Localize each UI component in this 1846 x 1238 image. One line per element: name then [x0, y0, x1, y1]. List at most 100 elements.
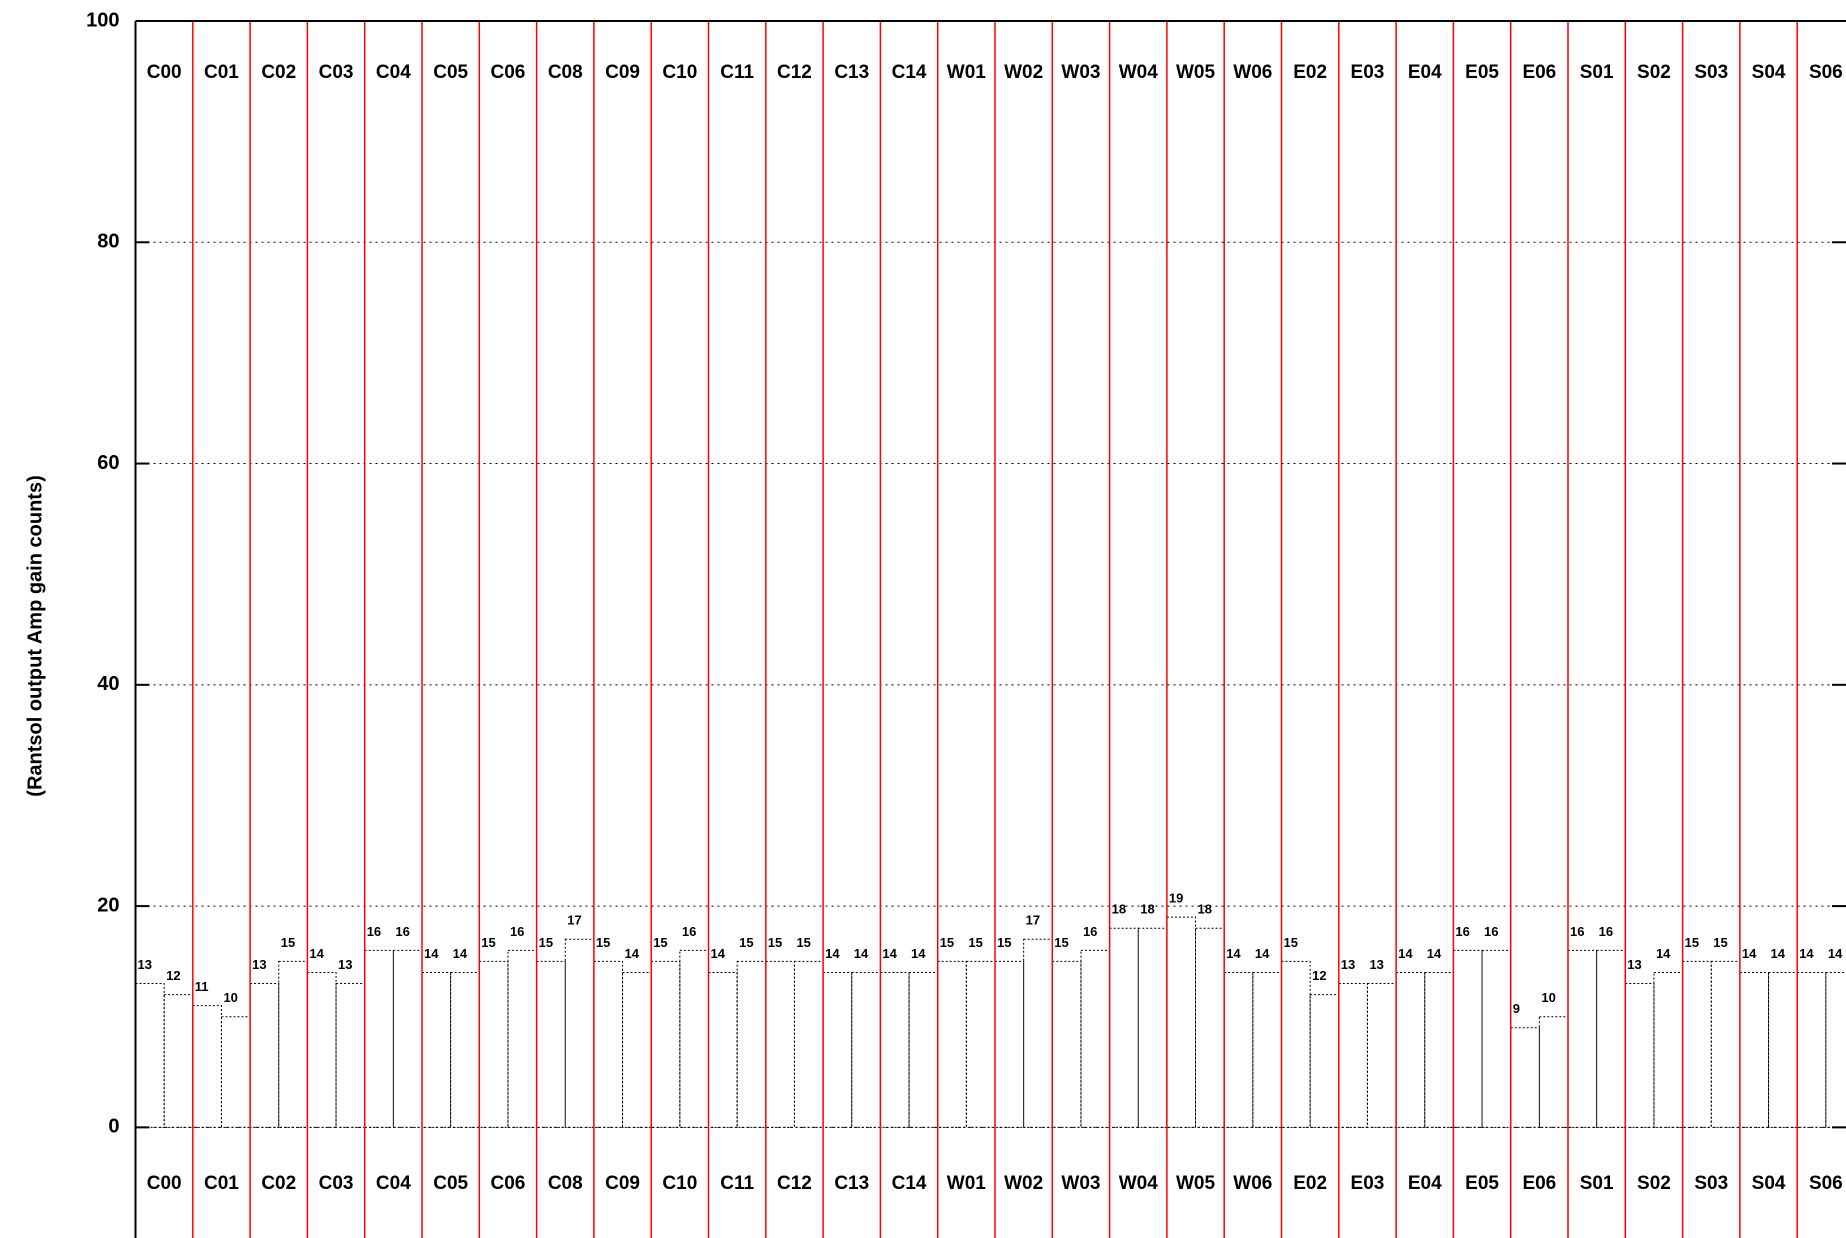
- value-label: 15: [1054, 935, 1068, 950]
- x-tick-label: C00: [147, 62, 182, 83]
- value-label: 13: [1341, 957, 1355, 972]
- x-tick-label: W06: [1233, 62, 1272, 83]
- bar: [163, 994, 194, 1128]
- x-tick-label: C05: [433, 1173, 468, 1194]
- bar: [622, 971, 652, 1128]
- value-label: 15: [281, 935, 295, 950]
- x-tick-label: S04: [1752, 62, 1786, 83]
- value-label: 15: [940, 935, 954, 950]
- value-label: 13: [1369, 957, 1383, 972]
- bar: [478, 960, 509, 1128]
- bar: [1137, 927, 1168, 1128]
- value-label: 10: [223, 990, 237, 1005]
- x-tick-label: C01: [204, 62, 239, 83]
- x-tick-label: C02: [261, 1173, 296, 1194]
- y-tick-label: 80: [97, 231, 119, 253]
- x-tick-label: W03: [1061, 1173, 1100, 1194]
- bar: [421, 971, 452, 1128]
- x-tick-label: E04: [1408, 62, 1442, 83]
- x-tick-label: W01: [947, 1173, 987, 1194]
- x-tick-label: S02: [1637, 62, 1671, 83]
- value-label: 16: [1484, 924, 1498, 939]
- x-tick-label: C11: [720, 1173, 754, 1194]
- x-tick-label: C05: [433, 62, 468, 83]
- bar: [1281, 960, 1311, 1128]
- value-label: 13: [1627, 957, 1641, 972]
- value-label: 18: [1112, 902, 1126, 917]
- bar: [965, 960, 996, 1128]
- value-label: 16: [682, 924, 696, 939]
- bar: [879, 971, 910, 1128]
- bar: [908, 971, 939, 1128]
- value-label: 13: [138, 957, 152, 972]
- x-tick-label: E05: [1465, 1173, 1499, 1194]
- x-tick-label: W02: [1004, 1173, 1043, 1194]
- bar: [1223, 971, 1254, 1128]
- value-label: 14: [453, 946, 468, 961]
- x-tick-label: C02: [261, 62, 296, 83]
- bar: [593, 960, 624, 1128]
- x-tick-label: C03: [319, 62, 354, 83]
- x-tick-label: S01: [1580, 62, 1614, 83]
- x-tick-label: S02: [1637, 1173, 1671, 1194]
- bar: [1682, 960, 1712, 1128]
- x-tick-label: W03: [1061, 62, 1100, 83]
- x-tick-label: C04: [376, 62, 411, 83]
- value-label: 14: [1799, 946, 1814, 961]
- bar: [822, 971, 853, 1128]
- value-label: 10: [1541, 990, 1555, 1005]
- value-label: 14: [1771, 946, 1786, 961]
- x-tick-label: S03: [1694, 62, 1728, 83]
- value-label: 15: [653, 935, 667, 950]
- bar: [1366, 983, 1397, 1128]
- value-label: 14: [625, 946, 640, 961]
- value-label: 16: [1083, 924, 1097, 939]
- value-label: 16: [510, 924, 524, 939]
- value-label: 16: [1455, 924, 1469, 939]
- value-label: 16: [395, 924, 409, 939]
- bar: [1109, 927, 1139, 1128]
- bar: [1596, 949, 1626, 1128]
- bar: [392, 949, 423, 1128]
- value-label: 16: [367, 924, 381, 939]
- value-label: 14: [1398, 946, 1413, 961]
- value-label: 15: [739, 935, 753, 950]
- x-tick-label: W05: [1176, 62, 1216, 83]
- bar: [937, 960, 967, 1128]
- bar: [1166, 916, 1197, 1128]
- value-label: 14: [1255, 946, 1270, 961]
- bar: [335, 983, 366, 1128]
- bar: [851, 971, 881, 1128]
- x-tick-label: C14: [892, 62, 927, 83]
- value-label: 14: [825, 946, 840, 961]
- x-tick-label: E05: [1465, 62, 1499, 83]
- x-tick-label: C10: [662, 62, 697, 83]
- bar: [507, 949, 538, 1128]
- y-axis-label: (Rantsol output Amp gain counts): [24, 475, 46, 796]
- x-tick-label: S06: [1809, 1173, 1843, 1194]
- x-tick-label: W04: [1119, 1173, 1159, 1194]
- bar: [1195, 927, 1225, 1128]
- bar: [1023, 938, 1053, 1128]
- x-tick-label: C13: [834, 62, 869, 83]
- value-label: 14: [1656, 946, 1671, 961]
- value-label: 17: [1026, 913, 1040, 928]
- bar: [650, 960, 681, 1128]
- bar: [1309, 994, 1340, 1128]
- x-tick-label: E03: [1351, 62, 1385, 83]
- bar: [765, 960, 795, 1128]
- bar: [306, 971, 337, 1128]
- bar: [192, 1005, 222, 1128]
- bar: [994, 960, 1025, 1128]
- x-tick-label: E04: [1408, 1173, 1442, 1194]
- x-tick-label: C12: [777, 1173, 812, 1194]
- value-label: 16: [1599, 924, 1613, 939]
- bar: [1796, 971, 1827, 1128]
- x-tick-label: C01: [204, 1173, 239, 1194]
- x-tick-label: C13: [834, 1173, 869, 1194]
- x-tick-label: C06: [491, 62, 526, 83]
- value-label: 14: [424, 946, 439, 961]
- value-label: 14: [711, 946, 726, 961]
- x-tick-label: C10: [662, 1173, 697, 1194]
- bar: [1051, 960, 1082, 1128]
